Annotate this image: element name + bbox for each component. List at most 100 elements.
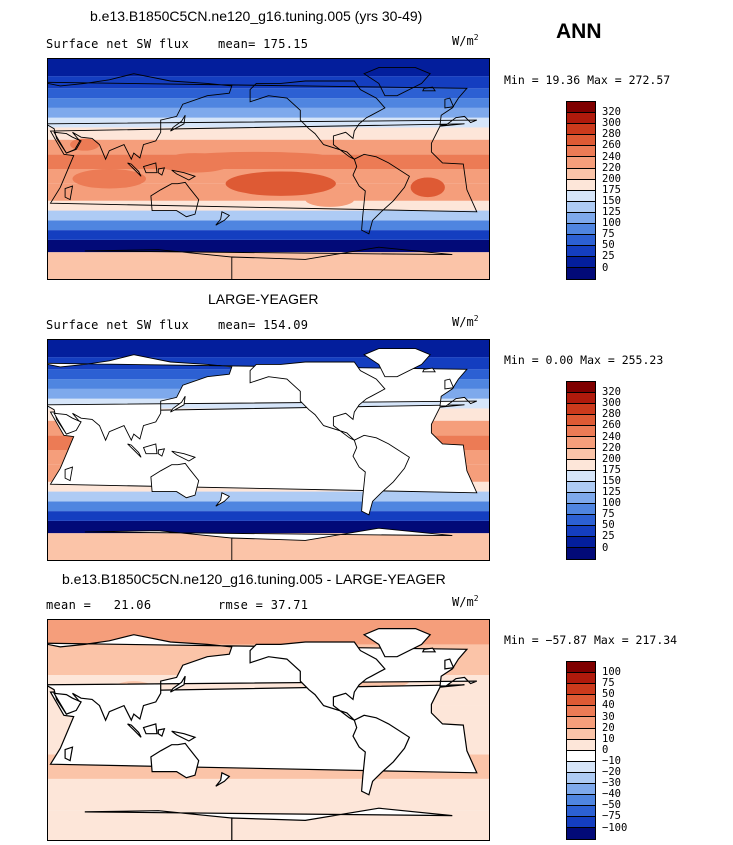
panel-3-rmse-label: rmse = 37.71: [218, 598, 309, 612]
coastline: [64, 746, 74, 762]
colorbar-tick-label: 320: [602, 386, 621, 399]
colorbar-swatch: [567, 515, 595, 527]
panel-2-map-svg: [48, 340, 489, 560]
colorbar-tick-label: 125: [602, 486, 621, 498]
colorbar-swatch: [567, 673, 595, 685]
colorbar-swatch: [567, 224, 595, 236]
colorbar-swatch: [567, 404, 595, 416]
colorbar-tick-label: 50: [602, 519, 615, 532]
colorbar-swatch: [567, 102, 595, 114]
panel-1-mean-value: 175.15: [263, 37, 309, 51]
colorbar-tick-label: 300: [602, 117, 621, 130]
colorbar-tick-label: −75: [602, 810, 621, 823]
coastline: [444, 97, 455, 109]
field-band: [48, 239, 489, 253]
panel-3-map-svg: [48, 620, 489, 840]
colorbar-swatch: [567, 459, 595, 471]
colorbar-tick-label: 280: [602, 408, 621, 421]
colorbar-swatch: [567, 739, 595, 751]
colorbar-tick-label: 100: [602, 217, 621, 230]
colorbar-swatch: [567, 393, 595, 405]
coastline: [84, 246, 453, 279]
field-band: [48, 398, 489, 409]
coastline: [157, 448, 166, 457]
coastline: [84, 527, 453, 560]
colorbar-swatch: [567, 772, 595, 785]
field-band: [48, 117, 489, 128]
colorbar-swatch: [567, 828, 595, 839]
field-band: [48, 76, 489, 89]
colorbar-tick-label: 100: [602, 666, 621, 679]
field-band: [48, 59, 489, 77]
coastline: [422, 367, 436, 373]
colorbar-swatch: [567, 662, 595, 674]
coastline: [249, 641, 386, 721]
colorbar-tick-label: 200: [602, 452, 621, 465]
coastline: [170, 675, 186, 693]
colorbar-swatch: [567, 548, 595, 559]
panel-2-map: [47, 339, 490, 561]
field-band: [48, 200, 489, 211]
colorbar-swatch: [567, 761, 595, 773]
colorbar-swatch: [567, 179, 595, 191]
colorbar-tick-label: 320: [602, 106, 621, 119]
colorbar-tick-label: 50: [602, 239, 615, 252]
panel-1-map-svg: [48, 59, 489, 279]
colorbar-swatch: [567, 168, 595, 180]
coastline: [362, 628, 432, 658]
panel-2-mean-value: 154.09: [263, 318, 309, 332]
colorbar-swatch: [567, 257, 595, 269]
colorbar-tick-label: −50: [602, 799, 621, 812]
panel-3-mean-label: mean = 21.06: [46, 598, 152, 612]
colorbar-tick-label: 150: [602, 474, 621, 487]
panel-2-title: LARGE-YEAGER: [208, 291, 319, 307]
field-band: [48, 252, 489, 279]
colorbar-tick-label: 0: [602, 541, 609, 554]
field-anomaly: [305, 192, 355, 207]
coastline: [150, 181, 200, 218]
field-anomaly: [225, 171, 336, 196]
panel-1-minmax: Min = 19.36 Max = 272.57: [504, 73, 671, 87]
field-band: [48, 511, 489, 521]
colorbar-tick-label: 50: [602, 688, 615, 701]
coastline: [150, 742, 200, 779]
field-anomaly: [410, 177, 445, 198]
coastline: [150, 462, 200, 499]
colorbar-tick-label: 240: [602, 430, 621, 443]
colorbar-swatch: [567, 492, 595, 505]
panel-2-mean-label: mean= 154.09: [218, 318, 309, 332]
field-band: [48, 127, 489, 140]
colorbar-swatch: [567, 470, 595, 482]
colorbar-tick-label: 75: [602, 508, 615, 521]
colorbar-swatch: [567, 135, 595, 147]
field-band: [48, 220, 489, 231]
colorbar-tick-label: 200: [602, 172, 621, 185]
coastline: [171, 730, 197, 742]
colorbar-tick-label: 40: [602, 699, 615, 712]
panel-1-map: [47, 58, 490, 280]
coastline: [444, 378, 455, 390]
colorbar-tick-label: 125: [602, 206, 621, 218]
coastline: [142, 443, 158, 455]
colorbar-swatch: [567, 124, 595, 136]
coastline: [52, 692, 82, 715]
colorbar-tick-label: 300: [602, 397, 621, 410]
colorbar-swatch: [567, 526, 595, 538]
colorbar-tick-label: −30: [602, 777, 621, 790]
field-band: [48, 107, 489, 118]
colorbar-swatch: [567, 504, 595, 516]
field-band: [48, 230, 489, 240]
colorbar-swatch: [567, 750, 595, 762]
panel-1-title: b.e13.B1850C5CN.ne120_g16.tuning.005 (yr…: [90, 8, 423, 24]
coastline: [422, 86, 436, 92]
coastline: [352, 434, 410, 516]
field-anomaly: [158, 153, 232, 173]
panel-2-colorbar: [566, 381, 596, 560]
colorbar-swatch: [567, 728, 595, 740]
colorbar-tick-label: 240: [602, 150, 621, 163]
coastline: [352, 714, 411, 796]
panel-3-map: [47, 619, 490, 841]
colorbar-tick-label: 260: [602, 139, 621, 152]
colorbar-tick-label: 280: [602, 128, 621, 141]
field-band: [48, 491, 489, 502]
